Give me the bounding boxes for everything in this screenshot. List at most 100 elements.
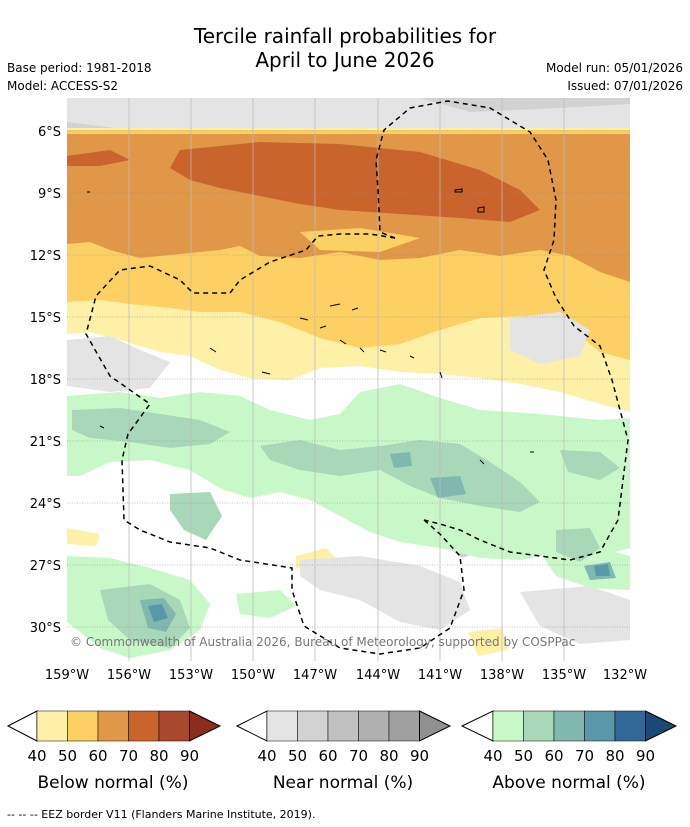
lon-label: 159°W: [45, 668, 89, 683]
legend-cell: [297, 710, 329, 742]
title-line-1: Tercile rainfall probabilities for: [193, 24, 497, 48]
lon-label: 153°W: [169, 668, 213, 683]
lat-label: 12°S: [30, 249, 61, 264]
above-50-patch-1: [72, 408, 230, 448]
model-name: Model: ACCESS-S2: [7, 79, 119, 93]
lon-label: 138°W: [480, 668, 524, 683]
legend-tick: 70: [575, 747, 594, 765]
legend-above: 40 50 60 70 80 90 Above normal (%): [460, 710, 678, 793]
lat-label: 18°S: [30, 373, 61, 388]
legend-near-label: Near normal (%): [273, 773, 413, 793]
legend-above-label: Above normal (%): [492, 773, 645, 793]
lon-label: 132°W: [603, 668, 647, 683]
legend-tick: 40: [27, 747, 46, 765]
legend-tick: 90: [180, 747, 199, 765]
legend-cell: [327, 710, 359, 742]
lat-label: 6°S: [38, 125, 61, 140]
legend-cell: [553, 710, 585, 742]
model-info: Base period: 1981-2018 Model: ACCESS-S2: [7, 59, 152, 95]
legend-cell: [614, 710, 646, 742]
legend-tick: 40: [257, 747, 276, 765]
lon-label: 150°W: [231, 668, 275, 683]
legend-cell: [358, 710, 390, 742]
legend-above-over-triangle: [645, 710, 678, 742]
title-line-2: April to June 2026: [255, 48, 435, 72]
eez-border: [85, 100, 629, 655]
base-period: Base period: 1981-2018: [7, 61, 152, 75]
legend-near-under-triangle: [235, 710, 268, 742]
legend-cell: [128, 710, 160, 742]
lon-label: 144°W: [356, 668, 400, 683]
below-50-patch-east: [300, 228, 420, 252]
islands: [87, 188, 534, 465]
legend-tick: 80: [605, 747, 624, 765]
legend-below-under-triangle: [6, 710, 38, 742]
legend-tick: 70: [349, 747, 368, 765]
above-70-patch: [148, 604, 168, 622]
lon-label: 141°W: [418, 668, 462, 683]
legend-cell: [523, 710, 555, 742]
legend-near: 40 50 60 70 80 90 Near normal (%): [235, 710, 452, 793]
eez-footnote: -- -- -- EEZ border V11 (Flanders Marine…: [7, 808, 316, 821]
probability-field: [67, 98, 630, 661]
lon-label: 147°W: [293, 668, 337, 683]
above-50-patch-5: [560, 450, 620, 480]
near-normal-patch-west: [67, 336, 170, 392]
lat-label: 30°S: [30, 621, 61, 636]
legend-below-over-triangle: [189, 710, 222, 742]
above-50-patch-3: [170, 492, 222, 540]
model-run: Model run: 05/01/2026: [545, 61, 683, 75]
longitude-labels: 159°W 156°W 153°W 150°W 147°W 144°W 141°…: [45, 668, 647, 683]
above-60-patch-2: [430, 476, 466, 498]
legend-tick: 40: [483, 747, 502, 765]
near-normal-patch-top: [67, 98, 630, 134]
lat-label: 24°S: [30, 497, 61, 512]
legend-tick: 60: [544, 747, 563, 765]
legend-cell: [266, 710, 298, 742]
legend-below-label: Below normal (%): [38, 773, 189, 793]
lon-label: 135°W: [542, 668, 586, 683]
legend-tick: 60: [88, 747, 107, 765]
legend-cell: [97, 710, 129, 742]
near-normal-patch-south: [300, 556, 470, 630]
legend-tick: 70: [119, 747, 138, 765]
below-70-patch-west: [67, 150, 130, 166]
lon-label: 156°W: [107, 668, 151, 683]
near-normal-patch-se: [520, 586, 630, 644]
below-40-patch-southeast: [468, 628, 508, 656]
lat-label: 15°S: [30, 311, 61, 326]
legend-tick: 50: [58, 747, 77, 765]
lat-label: 9°S: [38, 187, 61, 202]
legend-cell: [36, 710, 68, 742]
above-60-patch-1: [390, 452, 412, 468]
legend-tick: 80: [379, 747, 398, 765]
above-50-patch-6: [556, 528, 600, 562]
legend-tick: 60: [318, 747, 337, 765]
below-70-band: [170, 142, 540, 222]
legend-tick: 50: [514, 747, 533, 765]
run-info: Model run: 05/01/2026 Issued: 07/01/2026: [546, 59, 683, 95]
legend-tick: 90: [636, 747, 655, 765]
legend-cell: [388, 710, 420, 742]
lat-label: 27°S: [30, 559, 61, 574]
legend-tick: 80: [149, 747, 168, 765]
legend-cell: [67, 710, 99, 742]
lat-label: 21°S: [30, 435, 61, 450]
below-40-patch-sw: [67, 528, 100, 546]
latitude-labels: 6°S 9°S 12°S 15°S 18°S 21°S 24°S 27°S 30…: [30, 125, 61, 636]
copyright-notice: © Commonwealth of Australia 2026, Bureau…: [70, 635, 575, 649]
legend-below: 40 50 60 70 80 90 Below normal (%): [6, 710, 222, 793]
above-40-patch-south-2: [236, 590, 296, 618]
legend-tick: 90: [410, 747, 429, 765]
legend-near-over-triangle: [419, 710, 452, 742]
above-70-patch-se: [594, 564, 610, 576]
map-title: Tercile rainfall probabilities for April…: [0, 24, 690, 72]
legend-above-under-triangle: [460, 710, 494, 742]
legend-cell: [584, 710, 616, 742]
legend-tick: 50: [288, 747, 307, 765]
legend-cell: [492, 710, 524, 742]
issued-date: Issued: 07/01/2026: [567, 79, 683, 93]
above-50-patch-2: [260, 440, 540, 512]
legend-cell: [158, 710, 190, 742]
